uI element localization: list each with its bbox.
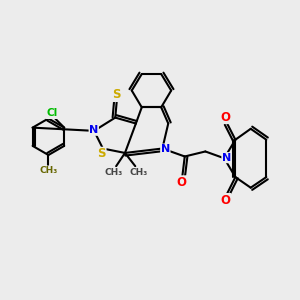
- Text: O: O: [221, 194, 231, 207]
- Text: S: S: [112, 88, 121, 101]
- Text: O: O: [177, 176, 187, 189]
- Text: N: N: [222, 153, 231, 163]
- Text: S: S: [98, 147, 106, 160]
- Text: CH₃: CH₃: [40, 166, 58, 175]
- Text: Cl: Cl: [46, 109, 58, 118]
- Text: CH₃: CH₃: [129, 168, 147, 177]
- Text: CH₃: CH₃: [105, 168, 123, 177]
- Text: N: N: [89, 125, 98, 135]
- Text: O: O: [221, 110, 231, 124]
- Text: N: N: [161, 144, 170, 154]
